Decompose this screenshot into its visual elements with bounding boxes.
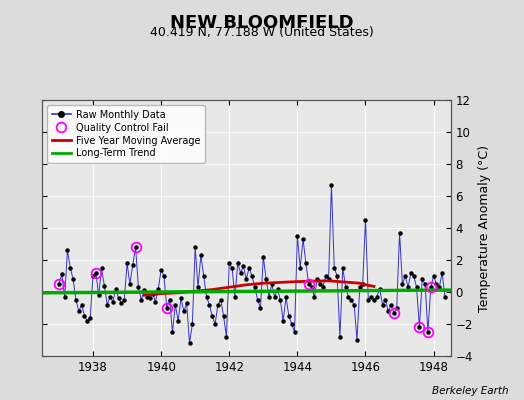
Text: NEW BLOOMFIELD: NEW BLOOMFIELD [170,14,354,32]
Text: 40.419 N, 77.188 W (United States): 40.419 N, 77.188 W (United States) [150,26,374,39]
Legend: Raw Monthly Data, Quality Control Fail, Five Year Moving Average, Long-Term Tren: Raw Monthly Data, Quality Control Fail, … [47,105,205,163]
Y-axis label: Temperature Anomaly (°C): Temperature Anomaly (°C) [478,144,492,312]
Text: Berkeley Earth: Berkeley Earth [432,386,508,396]
